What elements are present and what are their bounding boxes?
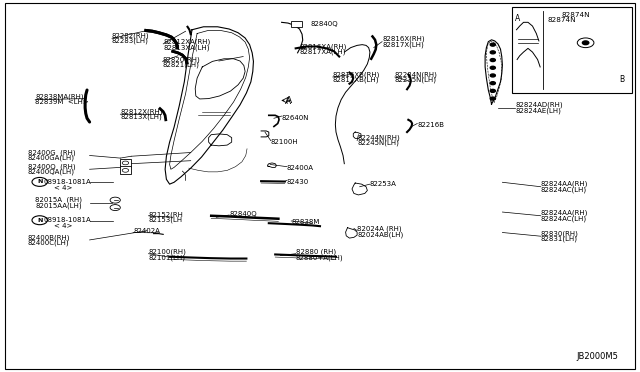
Bar (120, 166, 131, 174)
Text: 82400QA(LH): 82400QA(LH) (28, 169, 74, 176)
Text: 82817X(LH): 82817X(LH) (382, 41, 424, 48)
Text: 82816X(RH): 82816X(RH) (382, 36, 425, 42)
Text: N: N (37, 179, 42, 185)
Text: 82282(RH): 82282(RH) (112, 32, 150, 39)
Circle shape (490, 43, 495, 46)
Text: 82831(LH): 82831(LH) (541, 236, 578, 243)
Text: 82812XA(RH): 82812XA(RH) (164, 39, 211, 45)
Text: 82400G  (RH): 82400G (RH) (28, 149, 75, 156)
Text: B: B (620, 75, 625, 84)
Text: A: A (285, 97, 291, 106)
Text: 82234N(RH): 82234N(RH) (395, 71, 438, 78)
Text: 82838M: 82838M (291, 219, 319, 225)
Text: 82100(RH): 82100(RH) (148, 249, 186, 256)
Text: N: N (37, 218, 42, 223)
Text: 82400C(LH): 82400C(LH) (28, 240, 69, 246)
Text: 82840Q: 82840Q (229, 211, 257, 217)
Circle shape (490, 97, 495, 100)
Text: 82840Q: 82840Q (310, 21, 338, 27)
Text: 82824AD(RH): 82824AD(RH) (515, 102, 563, 108)
Text: 82400A: 82400A (287, 165, 314, 171)
Text: 82640N: 82640N (282, 115, 309, 121)
Text: A: A (515, 14, 520, 23)
Circle shape (490, 89, 495, 92)
Text: 82152(RH: 82152(RH (148, 211, 183, 218)
Text: 82874N: 82874N (547, 17, 576, 23)
Text: 82880+A(LH): 82880+A(LH) (296, 254, 343, 261)
Text: 82880 (RH): 82880 (RH) (296, 249, 336, 256)
Text: 82024A (RH): 82024A (RH) (357, 225, 402, 232)
Text: 82821(LH): 82821(LH) (163, 62, 200, 68)
Text: 82824AA(RH): 82824AA(RH) (541, 210, 588, 217)
Text: 82830(RH): 82830(RH) (541, 230, 579, 237)
Circle shape (582, 41, 589, 45)
Text: 82015A  (RH): 82015A (RH) (35, 197, 82, 203)
Text: 82100H: 82100H (271, 139, 298, 145)
Text: < 4>: < 4> (54, 185, 72, 191)
Text: 82244N(RH): 82244N(RH) (357, 134, 400, 141)
Bar (512, 7, 632, 93)
Text: 82400Q  (RH): 82400Q (RH) (28, 163, 75, 170)
Bar (291, 21, 302, 27)
Circle shape (490, 74, 495, 77)
Text: 82015AA(LH): 82015AA(LH) (35, 202, 82, 209)
Text: 82838MA(RH): 82838MA(RH) (35, 93, 84, 100)
Bar (120, 159, 131, 167)
Text: 82824AA(RH): 82824AA(RH) (541, 181, 588, 187)
Text: 82245N(LH): 82245N(LH) (357, 140, 399, 147)
Text: 82839M  <LH>: 82839M <LH> (35, 99, 89, 105)
Text: 82400GA(LH): 82400GA(LH) (28, 155, 74, 161)
Text: 82216B: 82216B (417, 122, 444, 128)
Text: 82400B(RH): 82400B(RH) (28, 234, 70, 241)
Text: 08918-1081A: 08918-1081A (44, 179, 92, 185)
Text: 82101(LH): 82101(LH) (148, 254, 186, 261)
Text: 82402A: 82402A (133, 228, 160, 234)
Text: 82235N(LH): 82235N(LH) (395, 77, 437, 83)
Text: 82812X(RH): 82812X(RH) (120, 108, 163, 115)
Text: 82430: 82430 (287, 179, 309, 185)
Text: 82813X(LH): 82813X(LH) (120, 114, 162, 121)
Text: 82820(RH): 82820(RH) (163, 56, 200, 63)
Text: 82153(LH: 82153(LH (148, 217, 182, 223)
Text: 82253A: 82253A (370, 181, 397, 187)
Text: 82824AC(LH): 82824AC(LH) (541, 215, 587, 222)
Text: 82874N: 82874N (562, 12, 591, 18)
Text: 08918-1081A: 08918-1081A (44, 217, 92, 223)
Text: 82816XA(RH): 82816XA(RH) (300, 43, 347, 50)
Circle shape (490, 51, 495, 54)
Text: < 4>: < 4> (54, 223, 72, 229)
Text: 82813XA(LH): 82813XA(LH) (164, 44, 211, 51)
Text: 82283(LH): 82283(LH) (112, 38, 149, 44)
Text: 82817XB(LH): 82817XB(LH) (333, 77, 380, 83)
Text: 82824AC(LH): 82824AC(LH) (541, 186, 587, 193)
Text: 82824AE(LH): 82824AE(LH) (515, 107, 561, 114)
Circle shape (490, 66, 495, 69)
Circle shape (490, 58, 495, 61)
Text: 82817XA(LH): 82817XA(LH) (300, 49, 346, 55)
Text: JB2000M5: JB2000M5 (576, 352, 618, 361)
Text: A: A (286, 96, 292, 105)
Circle shape (490, 82, 495, 85)
Text: 82024AB(LH): 82024AB(LH) (357, 231, 403, 238)
Text: 82816XB(RH): 82816XB(RH) (333, 71, 380, 78)
